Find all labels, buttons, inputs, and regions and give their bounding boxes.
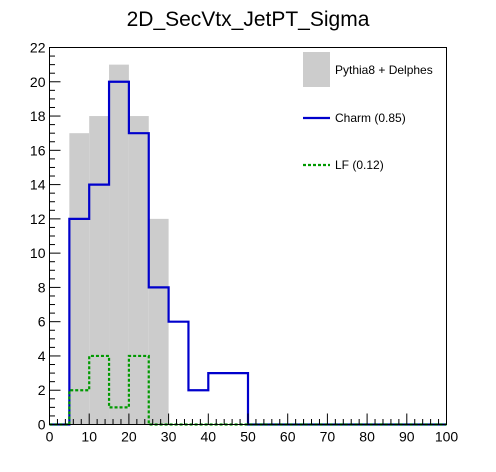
y-tick-label: 14 [30, 177, 46, 193]
y-tick-label: 22 [30, 40, 46, 56]
y-tick-label: 10 [30, 245, 46, 261]
legend-swatch-fill [303, 52, 330, 87]
x-tick-label: 10 [81, 429, 97, 445]
y-tick-label: 20 [30, 74, 46, 90]
axes: 0 10 20 30 40 50 60 70 80 90 100 0 2 4 6 8 10 12 14 16 18 20 2… [30, 40, 458, 445]
x-tick-label: 20 [121, 429, 137, 445]
x-tick-label: 70 [320, 429, 336, 445]
y-tick-label: 4 [38, 348, 46, 364]
legend-label: Pythia8 + Delphes [335, 63, 433, 77]
x-tick-label: 60 [280, 429, 296, 445]
histogram-bar [69, 133, 90, 425]
legend: Pythia8 + Delphes Charm (0.85) LF (0.12) [303, 52, 433, 172]
filled-histogram [69, 64, 169, 425]
x-tick-label: 90 [399, 429, 415, 445]
histogram-bar [109, 64, 129, 425]
x-tick-label: 0 [46, 429, 54, 445]
x-tick-label: 40 [201, 429, 217, 445]
y-tick-label: 18 [30, 108, 46, 124]
legend-label: LF (0.12) [335, 158, 384, 172]
histogram-bar [148, 218, 169, 425]
legend-label: Charm (0.85) [335, 111, 406, 125]
x-tick-label: 30 [161, 429, 177, 445]
histogram-bar [128, 116, 149, 425]
y-tick-label: 0 [38, 417, 46, 433]
y-tick-label: 6 [38, 314, 46, 330]
x-tick-label: 80 [359, 429, 375, 445]
chart-title: 2D_SecVtx_JetPT_Sigma [127, 8, 370, 31]
y-tick-label: 2 [38, 382, 46, 398]
x-tick-label: 100 [435, 429, 459, 445]
y-tick-label: 12 [30, 211, 46, 227]
x-tick-label: 50 [240, 429, 256, 445]
histogram-bar [89, 116, 110, 425]
y-tick-label: 8 [38, 279, 46, 295]
series-line-2 [49, 354, 447, 426]
y-tick-label: 16 [30, 142, 46, 158]
